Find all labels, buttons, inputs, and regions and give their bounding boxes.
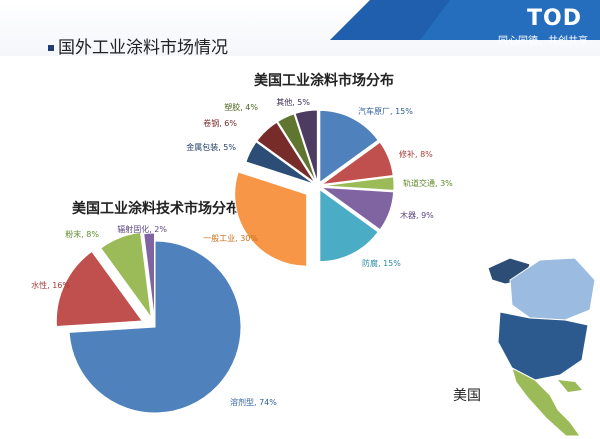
page-title-text: 国外工业涂料市场情况: [58, 38, 228, 58]
chart2-slice-2: [100, 231, 152, 318]
chart1-label-5: 一般工业, 30%: [203, 233, 258, 243]
chart1-label-3: 木器, 9%: [400, 210, 434, 220]
chart1-slice-1: [321, 141, 394, 186]
chart1-slice-0: [319, 109, 379, 184]
chart1-label-6: 金属包装, 5%: [186, 142, 236, 152]
chart2-slice-1: [55, 250, 144, 327]
title-bullet-icon: [48, 45, 54, 51]
chart1-label-7: 卷钢, 6%: [203, 118, 237, 128]
chart2-label-0: 溶剂型, 74%: [230, 397, 277, 407]
chart1-slice-9: [294, 109, 318, 183]
chart1-label-1: 修补, 8%: [399, 149, 433, 159]
map-label: 美国: [453, 388, 481, 404]
chart1-slice-8: [277, 113, 317, 183]
chart1-slice-5: [234, 171, 308, 267]
chart1-label-0: 汽车原厂, 15%: [358, 106, 413, 116]
chart1-label-4: 防腐, 15%: [362, 258, 401, 268]
chart1-label-9: 其他, 5%: [276, 97, 310, 107]
chart1-title: 美国工业涂料市场分布: [254, 73, 394, 89]
chart2-slice-3: [143, 232, 155, 320]
chart1-slice-4: [319, 188, 379, 263]
slogan: 同心同德，共创共享: [498, 36, 588, 47]
chart1-label-2: 轨道交通, 3%: [403, 178, 453, 188]
chart2-slice-0: [68, 240, 242, 414]
chart1-slice-6: [245, 141, 315, 185]
chart1-slice-2: [321, 176, 395, 191]
chart1-label-8: 塑胶, 4%: [224, 102, 258, 112]
usa-map: [487, 257, 596, 437]
chart2-label-3: 辐射固化, 2%: [117, 224, 167, 234]
chart2-label-2: 粉末, 8%: [65, 229, 99, 239]
logo: TOD: [527, 6, 582, 31]
slide-header: TOD 同心同德，共创共享: [0, 0, 600, 56]
header-banner: [330, 0, 600, 40]
chart2-title: 美国工业涂料技术市场分布: [72, 201, 240, 217]
chart1-slice-7: [256, 121, 316, 184]
page-title: 国外工业涂料市场情况: [48, 33, 228, 58]
chart2-label-1: 水性, 16%: [31, 280, 70, 290]
chart1-slice-3: [320, 186, 395, 231]
